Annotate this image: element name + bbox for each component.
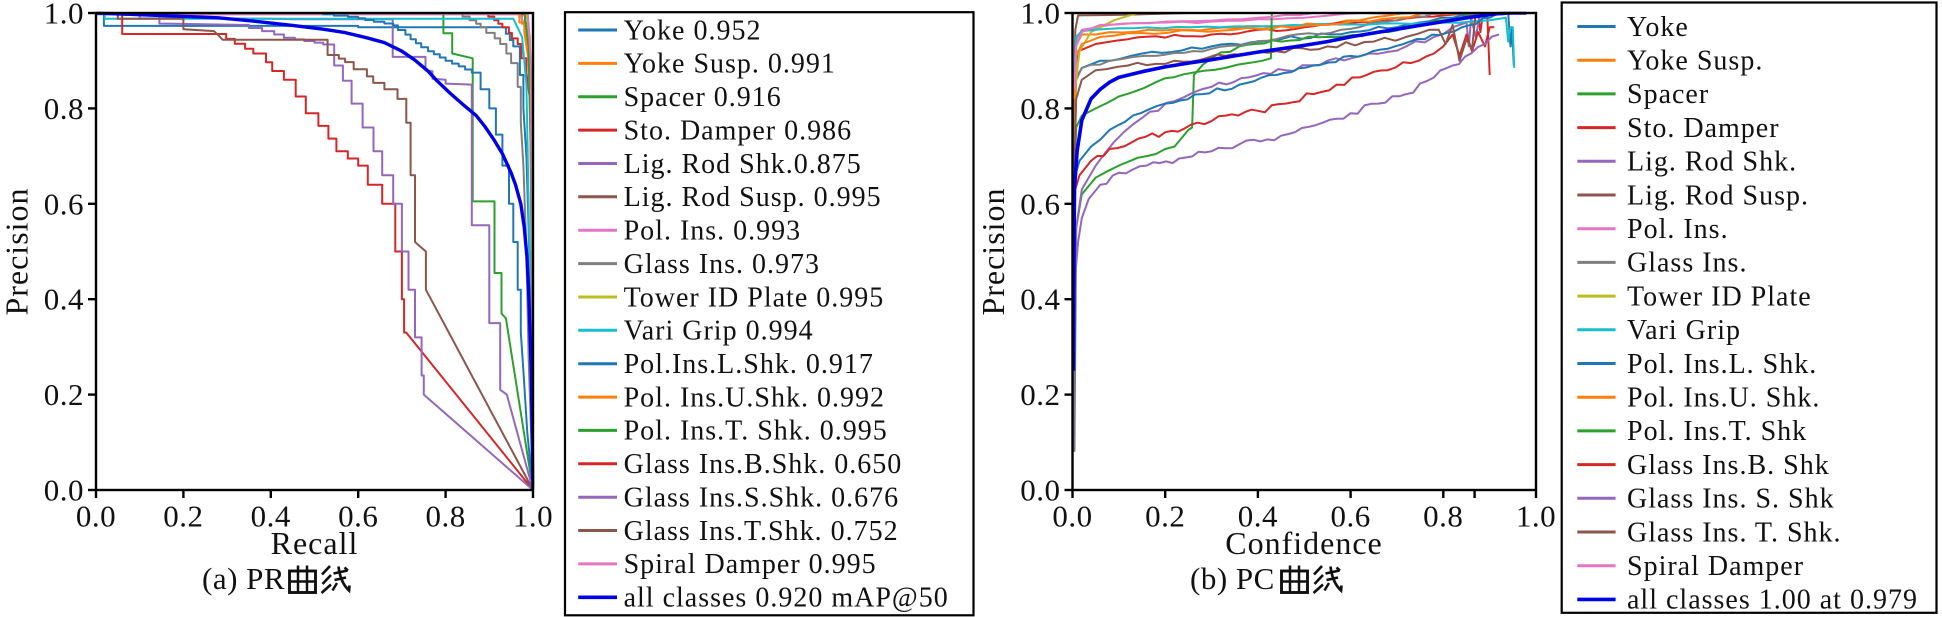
svg-text:Glass Ins.T.Shk. 0.752: Glass Ins.T.Shk. 0.752 [624,516,899,547]
svg-text:Pol. Ins. 0.993: Pol. Ins. 0.993 [624,216,802,247]
svg-text:Yoke Susp.: Yoke Susp. [1627,46,1763,77]
svg-text:all classes 0.920 mAP@50: all classes 0.920 mAP@50 [624,583,949,614]
svg-text:1.0: 1.0 [513,499,553,534]
svg-text:Lig. Rod Shk.: Lig. Rod Shk. [1627,147,1797,178]
svg-text:Sto. Damper: Sto. Damper [1627,113,1780,144]
svg-text:0.4: 0.4 [251,499,291,534]
svg-text:all classes 1.00 at 0.979: all classes 1.00 at 0.979 [1627,585,1918,616]
svg-text:0.0: 0.0 [76,499,116,534]
svg-text:Pol.Ins.L.Shk. 0.917: Pol.Ins.L.Shk. 0.917 [624,349,874,380]
svg-text:0.4: 0.4 [1238,499,1278,534]
svg-text:Yoke: Yoke [1627,12,1689,43]
svg-text:0.6: 0.6 [1020,186,1060,221]
svg-text:Spiral Damper 0.995: Spiral Damper 0.995 [624,549,877,580]
svg-text:1.0: 1.0 [1516,499,1556,534]
svg-text:Pol. Ins.: Pol. Ins. [1627,214,1729,245]
svg-text:Yoke Susp. 0.991: Yoke Susp. 0.991 [624,49,836,80]
svg-text:Tower ID Plate: Tower ID Plate [1627,281,1812,312]
svg-text:Glass Ins. S. Shk: Glass Ins. S. Shk [1627,484,1835,515]
svg-text:Pol. Ins.U. Shk.: Pol. Ins.U. Shk. [1627,383,1820,414]
svg-text:Vari Grip: Vari Grip [1627,315,1741,346]
svg-text:Glass Ins. 0.973: Glass Ins. 0.973 [624,249,820,280]
svg-text:Pol. Ins.L. Shk.: Pol. Ins.L. Shk. [1627,349,1817,380]
svg-text:Glass Ins. T. Shk.: Glass Ins. T. Shk. [1627,517,1842,548]
svg-text:0.2: 0.2 [1020,377,1060,412]
svg-text:Precision: Precision [975,187,1011,315]
svg-text:0.0: 0.0 [44,473,84,508]
svg-text:Recall: Recall [271,525,359,561]
svg-text:Precision: Precision [0,187,35,315]
svg-text:0.6: 0.6 [338,499,378,534]
svg-text:Glass Ins.B. Shk: Glass Ins.B. Shk [1627,450,1830,481]
svg-text:1.0: 1.0 [44,0,84,31]
svg-text:0.2: 0.2 [163,499,203,534]
svg-text:0.2: 0.2 [44,377,84,412]
svg-text:Lig. Rod Susp. 0.995: Lig. Rod Susp. 0.995 [624,182,882,213]
svg-text:Lig. Rod Susp.: Lig. Rod Susp. [1627,180,1809,211]
svg-text:Vari Grip 0.994: Vari Grip 0.994 [624,316,814,347]
svg-text:Confidence: Confidence [1225,525,1383,561]
svg-text:0.6: 0.6 [44,186,84,221]
svg-text:Spacer: Spacer [1627,79,1709,110]
svg-text:0.8: 0.8 [425,499,465,534]
svg-text:0.8: 0.8 [1020,91,1060,126]
svg-text:0.2: 0.2 [1145,499,1185,534]
svg-text:(a) PR: (a) PR [202,561,285,596]
svg-text:0.8: 0.8 [44,91,84,126]
svg-text:0.6: 0.6 [1330,499,1370,534]
svg-text:Spacer 0.916: Spacer 0.916 [624,82,782,113]
svg-text:0.0: 0.0 [1020,473,1060,508]
svg-text:(b) PC: (b) PC [1190,561,1275,596]
svg-text:Pol. Ins.T. Shk. 0.995: Pol. Ins.T. Shk. 0.995 [624,416,888,447]
svg-text:Glass Ins.B.Shk. 0.650: Glass Ins.B.Shk. 0.650 [624,449,903,480]
svg-text:Tower ID Plate 0.995: Tower ID Plate 0.995 [624,282,885,313]
svg-text:0.4: 0.4 [44,282,84,317]
svg-text:Sto. Damper 0.986: Sto. Damper 0.986 [624,115,853,146]
svg-text:0.4: 0.4 [1020,282,1060,317]
svg-text:Pol. Ins.T. Shk: Pol. Ins.T. Shk [1627,416,1807,447]
svg-text:0.0: 0.0 [1052,499,1092,534]
svg-text:Glass Ins.S.Shk. 0.676: Glass Ins.S.Shk. 0.676 [624,483,900,514]
svg-text:Glass Ins.: Glass Ins. [1627,248,1747,279]
svg-text:Yoke 0.952: Yoke 0.952 [624,15,762,46]
svg-text:Lig. Rod Shk.0.875: Lig. Rod Shk.0.875 [624,149,862,180]
svg-text:1.0: 1.0 [1020,0,1060,31]
svg-text:Spiral Damper: Spiral Damper [1627,551,1804,582]
svg-text:0.8: 0.8 [1423,499,1463,534]
svg-text:Pol. Ins.U.Shk. 0.992: Pol. Ins.U.Shk. 0.992 [624,382,885,413]
